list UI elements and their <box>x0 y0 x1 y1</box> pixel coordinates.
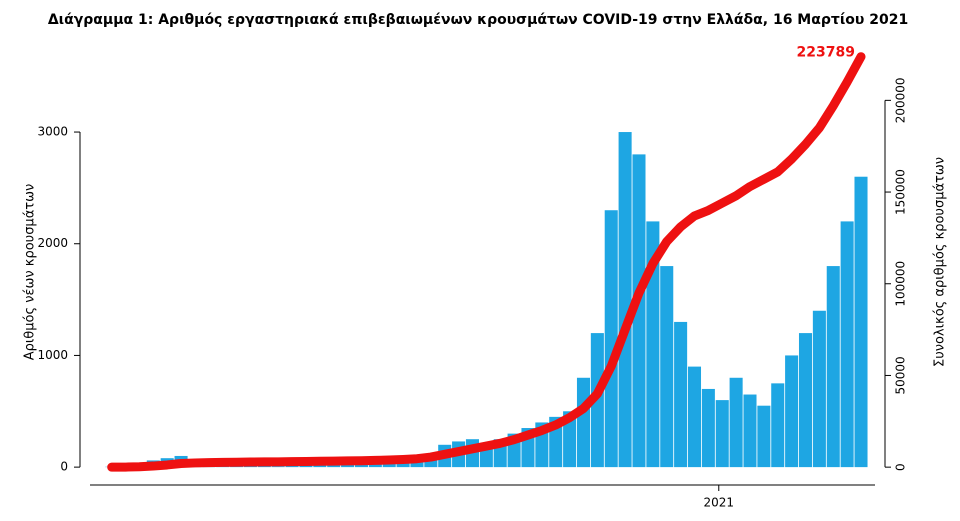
bar <box>688 367 701 468</box>
bar <box>771 383 784 467</box>
y2-tick-label: 150000 <box>894 169 908 215</box>
bar <box>716 400 729 467</box>
bar <box>785 355 798 467</box>
bar <box>619 132 632 467</box>
bar <box>660 266 673 467</box>
chart-title: Διάγραμμα 1: Αριθμός εργαστηριακά επιβεβ… <box>48 12 908 28</box>
y-axis-label: Αριθμός νέων κρουσμάτων <box>23 184 38 361</box>
bar <box>813 311 826 467</box>
y-tick-label: 2000 <box>37 236 68 250</box>
bar <box>702 389 715 467</box>
bar <box>757 406 770 467</box>
y-tick-label: 1000 <box>37 348 68 362</box>
y2-axis-label: Συνολικός αριθμός κρουσμάτων <box>933 157 948 367</box>
y2-tick-label: 0 <box>894 463 908 471</box>
bar <box>730 378 743 467</box>
bar <box>605 210 618 467</box>
x-tick-label: 2021 <box>703 496 734 510</box>
bar <box>743 395 756 468</box>
bar <box>272 466 285 467</box>
data-label: 223789 <box>797 45 855 61</box>
bar <box>577 378 590 467</box>
y-tick-label: 3000 <box>37 125 68 139</box>
bar <box>674 322 687 467</box>
bar <box>799 333 812 467</box>
y2-tick-label: 100000 <box>894 261 908 307</box>
y2-tick-label: 200000 <box>894 77 908 123</box>
y2-tick-label: 50000 <box>894 356 908 394</box>
bar <box>827 266 840 467</box>
bar <box>841 221 854 467</box>
y-tick-label: 0 <box>60 460 68 474</box>
bar <box>854 177 867 467</box>
